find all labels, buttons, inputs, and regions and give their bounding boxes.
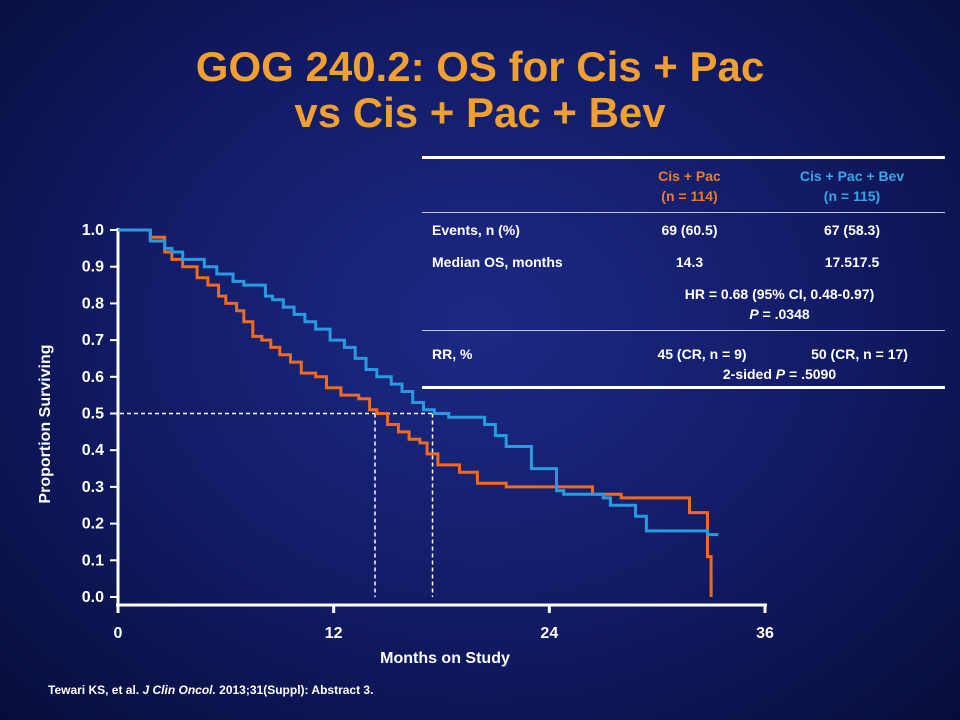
slide-title: GOG 240.2: OS for Cis + Pac vs Cis + Pac…: [0, 44, 960, 136]
citation-journal: J Clin Oncol.: [142, 683, 216, 697]
header-cis-pac-name: Cis + Pac: [658, 168, 721, 184]
y-tick-label: 0.2: [82, 516, 104, 533]
title-line-2: vs Cis + Pac + Bev: [294, 89, 666, 136]
os-p-number: = .0348: [758, 306, 810, 322]
series-cis-pac-bev-curve: [118, 228, 719, 537]
header-cis-pac-bev-name: Cis + Pac + Bev: [799, 168, 905, 184]
y-tick-label: 0.5: [82, 406, 104, 423]
os-p-label: P: [749, 306, 759, 322]
citation-details: 2013;31(Suppl): Abstract 3.: [215, 683, 374, 697]
axis-labels: Months on Study Proportion Surviving: [37, 344, 510, 667]
median-os-cis-pac-bev: 17.517.5: [824, 254, 880, 270]
y-tick-label: 1.0: [82, 222, 104, 239]
y-tick-label: 0.0: [82, 589, 104, 606]
x-tick-label: 24: [540, 625, 558, 642]
citation-authors: Tewari KS, et al.: [48, 683, 143, 697]
rr-cis-pac: 45 (CR, n = 9): [657, 346, 747, 362]
rr-p-prefix: 2-sided: [722, 366, 776, 382]
table-header-rule: [422, 212, 945, 213]
events-cis-pac: 69 (60.5): [661, 222, 718, 238]
y-tick-label: 0.6: [82, 369, 104, 386]
rr-p-label: P: [775, 366, 786, 382]
events-cis-pac-bev: 67 (58.3): [823, 222, 881, 238]
x-axis-title: Months on Study: [380, 650, 510, 667]
table-top-rule: [422, 156, 945, 159]
y-tick-label: 0.7: [82, 332, 104, 349]
stats-table: Cis + Pac (n = 114) Cis + Pac + Bev (n =…: [422, 156, 945, 390]
median-os-cis-pac: 14.3: [675, 254, 704, 270]
header-cis-pac-n: (n = 114): [661, 188, 718, 204]
y-axis-title: Proportion Surviving: [37, 344, 54, 503]
y-tick-label: 0.9: [82, 259, 104, 276]
rr-p-number: = .5090: [785, 366, 837, 382]
y-tick-label: 0.4: [82, 442, 104, 459]
os-p-value: P = .0348: [617, 306, 942, 322]
chart-axes: 0.0 0.1 0.2 0.3 0.4 0.5 0.6 0.7 0.8 0.9 1.0 0 12 24 36: [82, 222, 774, 642]
rr-p-value: 2-sided P = .5090: [617, 366, 942, 382]
survival-curves: [118, 228, 719, 597]
y-tick-label: 0.3: [82, 479, 104, 496]
table-middle-rule: [422, 330, 945, 331]
title-line-1: GOG 240.2: OS for Cis + Pac: [195, 43, 765, 90]
median-os-label: Median OS, months: [432, 254, 563, 270]
header-cis-pac: Cis + Pac (n = 114): [617, 166, 762, 206]
header-cis-pac-bev: Cis + Pac + Bev (n = 115): [762, 166, 942, 206]
series-cis-pac-curve: [118, 228, 713, 597]
hazard-ratio: HR = 0.68 (95% CI, 0.48-0.97): [684, 286, 875, 302]
median-guides: [120, 412, 434, 597]
citation: Tewari KS, et al. J Clin Oncol. 2013;31(…: [48, 683, 373, 697]
table-bottom-rule: [422, 386, 945, 389]
events-label: Events, n (%): [432, 222, 520, 238]
x-tick-label: 0: [114, 625, 123, 642]
x-tick-label: 36: [756, 625, 774, 642]
rr-cis-pac-bev: 50 (CR, n = 17): [811, 346, 908, 362]
y-tick-label: 0.8: [82, 295, 104, 312]
x-tick-label: 12: [325, 625, 343, 642]
header-cis-pac-bev-n: (n = 115): [823, 188, 881, 204]
y-tick-label: 0.1: [82, 552, 104, 569]
rr-label: RR, %: [432, 346, 473, 362]
